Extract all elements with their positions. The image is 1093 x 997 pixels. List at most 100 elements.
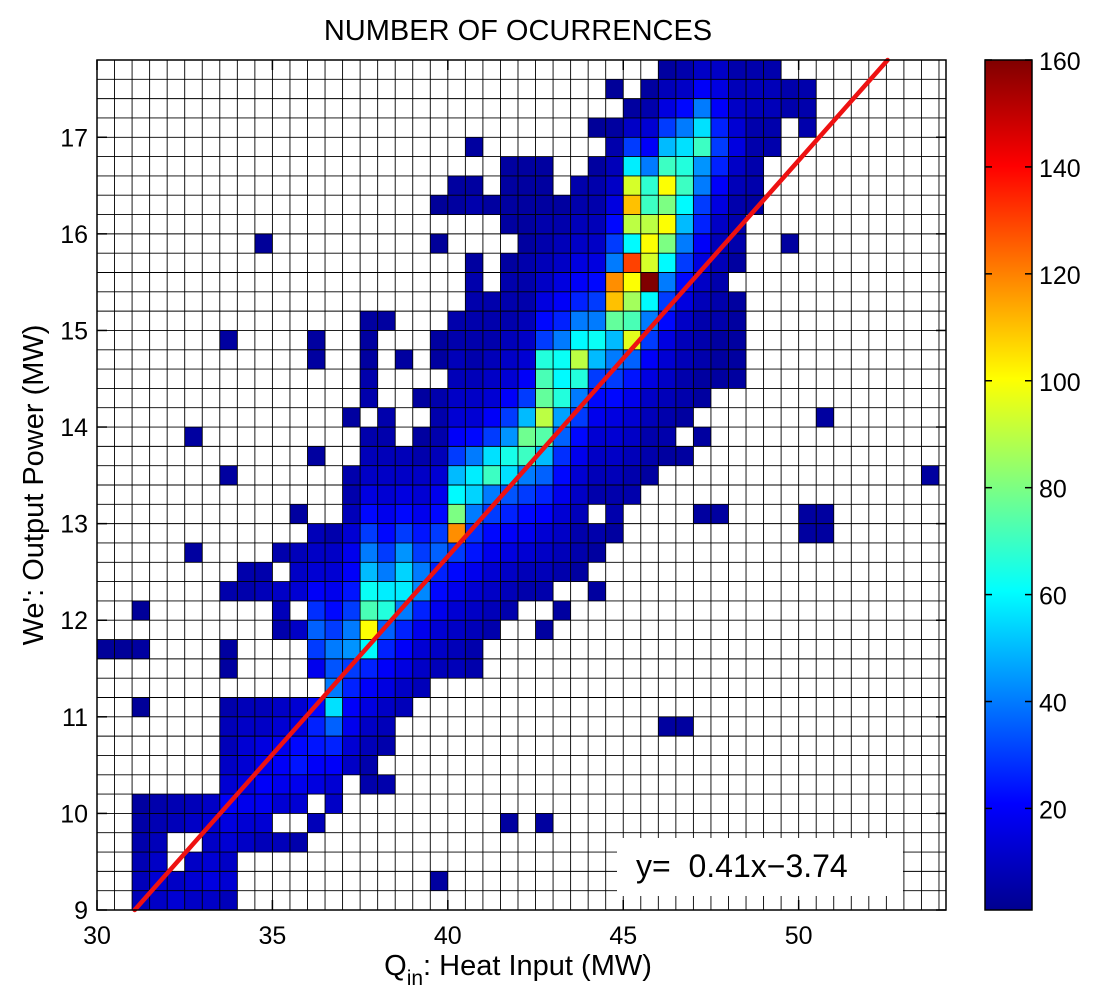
heatmap-cell	[798, 117, 817, 138]
heatmap-cell	[816, 504, 834, 524]
heatmap-cell	[377, 658, 396, 679]
heatmap-cell	[746, 175, 764, 196]
heatmap-cell	[588, 233, 606, 254]
heatmap-cell	[289, 832, 308, 853]
heatmap-cell	[553, 214, 571, 234]
heatmap-cell	[395, 639, 413, 659]
x-axis-label-subscript: in	[407, 967, 423, 990]
heatmap-cell	[728, 253, 747, 273]
heatmap-cell	[553, 542, 571, 563]
heatmap-cell	[325, 716, 343, 737]
heatmap-cell	[535, 253, 554, 273]
heatmap-cell	[465, 620, 483, 640]
heatmap-cell	[728, 291, 747, 312]
heatmap-cell	[570, 542, 589, 563]
heatmap-cell	[237, 755, 255, 775]
heatmap-cell	[342, 523, 361, 543]
heatmap-cell	[588, 311, 606, 331]
heatmap-cell	[605, 117, 624, 138]
heatmap-cell	[360, 388, 378, 408]
heatmap-cell	[588, 253, 606, 273]
heatmap-cell	[605, 465, 624, 485]
heatmap-cell	[132, 794, 150, 814]
heatmap-cell	[500, 175, 518, 196]
heatmap-cell	[710, 349, 729, 370]
heatmap-cell	[623, 214, 641, 234]
heatmap-cell	[237, 562, 255, 582]
heatmap-cell	[675, 253, 694, 273]
heatmap-cell	[675, 175, 694, 196]
heatmap-cell	[921, 465, 939, 485]
heatmap-cell	[605, 523, 624, 543]
y-tick-label: 11	[62, 704, 88, 732]
heatmap-cell	[675, 388, 694, 408]
heatmap-cell	[360, 542, 378, 563]
heatmap-cell	[640, 369, 659, 389]
fit-equation-box: y= 0.41x−3.74	[617, 838, 903, 896]
heatmap-cell	[693, 175, 711, 196]
heatmap-cell	[798, 504, 817, 524]
heatmap-cell	[570, 253, 589, 273]
heatmap-cell	[482, 388, 501, 408]
heatmap-cell	[307, 639, 326, 659]
heatmap-cell	[746, 98, 764, 118]
heatmap-cell	[377, 716, 396, 737]
heatmap-cell	[605, 195, 624, 215]
heatmap-cell	[500, 195, 518, 215]
heatmap-cell	[360, 369, 378, 389]
heatmap-cell	[184, 813, 203, 833]
heatmap-cell	[535, 233, 554, 254]
heatmap-cell	[325, 620, 343, 640]
x-tick-label: 30	[83, 922, 111, 950]
heatmap-cell	[675, 349, 694, 370]
heatmap-cell	[693, 156, 711, 176]
colorbar-ticks: 20 40 60 80 100 120 140 160	[985, 48, 1081, 824]
heatmap-cell	[588, 523, 606, 543]
heatmap-cell	[500, 542, 518, 563]
heatmap-cell	[465, 311, 483, 331]
fit-line	[132, 57, 890, 913]
heatmap-cell	[430, 581, 448, 601]
heatmap-cell	[605, 330, 624, 350]
heatmap-cell	[640, 233, 659, 254]
heatmap-cell	[746, 60, 764, 80]
heatmap-cell	[623, 427, 641, 447]
heatmap-cell	[412, 485, 431, 505]
heatmap-cell	[553, 446, 571, 466]
heatmap-cell	[535, 562, 554, 582]
colorbar-tick-label: 80	[1039, 476, 1067, 504]
heatmap-cell	[395, 465, 413, 485]
heatmap-cell	[219, 465, 238, 485]
heatmap-cell	[412, 465, 431, 485]
heatmap-cell	[412, 678, 431, 698]
heatmap-cell	[325, 774, 343, 795]
heatmap-cell	[325, 794, 343, 814]
heatmap-cell	[465, 581, 483, 601]
heatmap-cell	[500, 349, 518, 370]
colorbar	[984, 59, 1033, 911]
y-tick-label: 13	[60, 511, 88, 539]
heatmap-cell	[237, 581, 255, 601]
heatmap-cell	[500, 813, 518, 833]
heatmap-cell	[710, 156, 729, 176]
heatmap-cell	[553, 253, 571, 273]
heatmap-cell	[535, 349, 554, 370]
heatmap-cell	[728, 79, 747, 99]
heatmap-cell	[728, 175, 747, 196]
heatmap-cell	[219, 716, 238, 737]
colorbar-tick-label: 160	[1039, 48, 1081, 76]
heatmap-cell	[781, 233, 799, 254]
heatmap-cell	[465, 658, 483, 679]
heatmap-cell	[307, 349, 326, 370]
heatmap-cell	[588, 156, 606, 176]
heatmap-cell	[482, 427, 501, 447]
heatmap-cell	[623, 485, 641, 505]
heatmap-cell	[535, 311, 554, 331]
heatmap-cell	[640, 388, 659, 408]
heatmap-cell	[623, 272, 641, 292]
heatmap-cell	[517, 272, 536, 292]
heatmap-cell	[658, 98, 676, 118]
heatmap-cell	[254, 794, 273, 814]
heatmap-cell	[307, 330, 326, 350]
heatmap-cell	[377, 697, 396, 717]
